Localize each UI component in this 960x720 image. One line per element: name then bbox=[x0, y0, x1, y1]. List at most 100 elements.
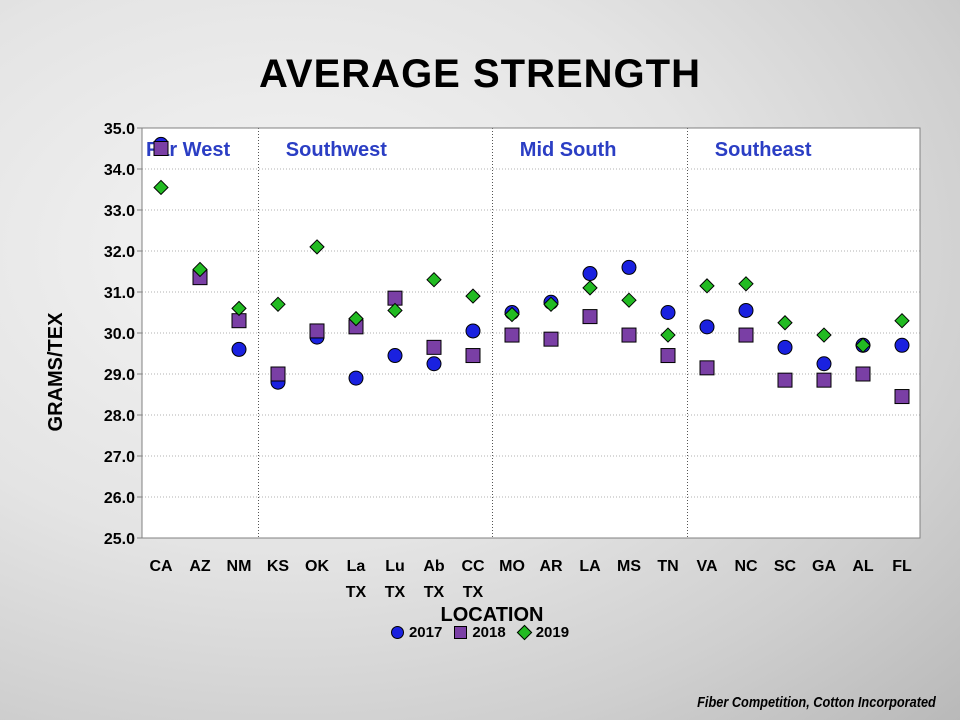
legend-item-2018: 2018 bbox=[454, 624, 506, 641]
legend-label: 2019 bbox=[535, 624, 570, 641]
y-tick-label: 33.0 bbox=[104, 203, 135, 220]
x-tick-label: AZ bbox=[189, 558, 211, 575]
data-point-2019 bbox=[894, 312, 910, 329]
x-tick-label: TX bbox=[385, 584, 406, 601]
data-point-2018 bbox=[426, 339, 442, 355]
data-point-2019 bbox=[309, 239, 325, 255]
data-point-2017 bbox=[231, 341, 247, 357]
x-tick-label: CA bbox=[149, 558, 173, 575]
region-label: Southwest bbox=[286, 139, 387, 161]
data-point-2018 bbox=[504, 327, 520, 343]
x-tick-label: AL bbox=[852, 558, 874, 575]
data-point-2019 bbox=[192, 261, 208, 278]
legend-item-2017: 2017 bbox=[390, 624, 443, 641]
data-point-2019 bbox=[465, 288, 481, 304]
data-point-2018 bbox=[582, 309, 598, 325]
data-point-2019 bbox=[231, 300, 247, 317]
x-tick-label: NM bbox=[227, 558, 252, 575]
data-point-2018 bbox=[738, 327, 754, 343]
data-point-2018 bbox=[543, 331, 559, 347]
data-point-2018 bbox=[270, 366, 286, 382]
x-tick-label: AR bbox=[539, 558, 563, 575]
y-tick-label: 30.0 bbox=[104, 326, 135, 343]
x-axis-label: LOCATION bbox=[441, 604, 544, 626]
data-point-2019 bbox=[582, 280, 598, 296]
data-point-2018 bbox=[777, 372, 793, 388]
x-tick-label: SC bbox=[774, 558, 797, 575]
legend: 2017 2018 2019 bbox=[0, 624, 960, 641]
x-tick-label: TX bbox=[424, 584, 445, 601]
data-point-2017 bbox=[465, 323, 481, 339]
x-tick-label: TX bbox=[346, 584, 367, 601]
data-point-2018 bbox=[465, 348, 481, 364]
legend-label: 2017 bbox=[408, 624, 443, 641]
x-tick-label: MO bbox=[499, 558, 525, 575]
chart-title: AVERAGE STRENGTH bbox=[259, 52, 701, 96]
x-tick-label: VA bbox=[696, 558, 717, 575]
data-point-2017 bbox=[660, 305, 676, 320]
data-point-2017 bbox=[387, 348, 403, 364]
y-tick-label: 25.0 bbox=[104, 531, 135, 548]
x-tick-label: La bbox=[347, 558, 366, 575]
data-point-2019 bbox=[426, 271, 442, 288]
data-point-2017 bbox=[582, 266, 598, 282]
y-tick-label: 26.0 bbox=[104, 490, 135, 507]
data-point-2017 bbox=[894, 337, 910, 353]
data-point-2019 bbox=[816, 327, 832, 343]
y-tick-label: 27.0 bbox=[104, 449, 135, 466]
data-point-2019 bbox=[270, 296, 286, 313]
region-dividers bbox=[258, 128, 688, 538]
data-point-2019 bbox=[777, 315, 793, 331]
x-tick-label: MS bbox=[617, 558, 641, 575]
x-ticks: CA AZ NM KS OK La TX Lu TX Ab TX CC TX MO AR LA MS TN VA NC… bbox=[149, 558, 912, 601]
data-point-2017 bbox=[738, 302, 754, 318]
legend-item-2019: 2019 bbox=[516, 624, 570, 641]
y-tick-label: 31.0 bbox=[104, 285, 135, 302]
data-point-2018 bbox=[855, 366, 871, 382]
x-tick-label: FL bbox=[892, 558, 912, 575]
data-point-2019 bbox=[153, 179, 169, 196]
legend-diamond-marker bbox=[516, 624, 532, 641]
data-point-2019 bbox=[855, 337, 871, 354]
data-point-2017 bbox=[426, 356, 442, 372]
x-tick-label: GA bbox=[812, 558, 836, 575]
data-point-2017 bbox=[816, 356, 832, 372]
data-point-2019 bbox=[348, 310, 364, 327]
data-point-2018 bbox=[153, 141, 169, 156]
legend-label: 2018 bbox=[472, 624, 506, 641]
data-point-2018 bbox=[660, 348, 676, 364]
data-point-2018 bbox=[816, 372, 832, 388]
x-tick-label: TX bbox=[463, 584, 484, 601]
data-point-2018 bbox=[894, 389, 910, 405]
x-tick-label: NC bbox=[734, 558, 758, 575]
data-points bbox=[153, 136, 910, 405]
data-point-2019 bbox=[504, 306, 520, 323]
x-tick-label: Ab bbox=[423, 558, 445, 575]
y-tick-label: 32.0 bbox=[104, 244, 135, 261]
x-tick-label: TN bbox=[657, 558, 678, 575]
x-tick-label: LA bbox=[579, 558, 601, 575]
y-axis-label: GRAMS/TEX bbox=[45, 312, 67, 432]
data-point-2019 bbox=[387, 302, 403, 319]
y-tick-label: 34.0 bbox=[104, 162, 135, 179]
data-point-2017 bbox=[777, 339, 793, 355]
data-point-2019 bbox=[621, 292, 637, 308]
x-tick-label: CC bbox=[461, 558, 485, 575]
y-tick-label: 29.0 bbox=[104, 367, 135, 384]
legend-square-marker bbox=[454, 626, 468, 639]
x-tick-label: KS bbox=[267, 558, 290, 575]
region-label: Southeast bbox=[715, 139, 812, 161]
data-point-2018 bbox=[309, 323, 325, 339]
data-point-2019 bbox=[543, 296, 559, 313]
data-point-2018 bbox=[699, 360, 715, 376]
data-point-2019 bbox=[738, 276, 754, 292]
data-point-2017 bbox=[348, 370, 364, 386]
x-tick-label: Lu bbox=[385, 558, 405, 575]
data-point-2017 bbox=[699, 319, 715, 335]
data-point-2019 bbox=[660, 327, 676, 343]
y-tick-label: 28.0 bbox=[104, 408, 135, 425]
x-tick-label: OK bbox=[305, 558, 329, 575]
y-ticks: 25.0 26.0 27.0 28.0 29.0 30.0 31.0 32.0 33.0 34.0… bbox=[104, 121, 142, 548]
source-credit: Fiber Competition, Cotton Incorporated bbox=[697, 694, 936, 711]
